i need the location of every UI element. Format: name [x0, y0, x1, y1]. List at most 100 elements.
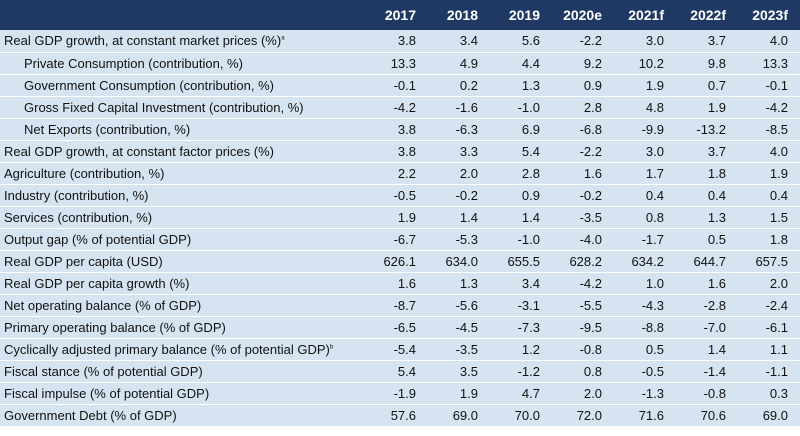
value-cell: 3.5: [428, 360, 490, 383]
value-cell: -2.4: [738, 294, 800, 317]
value-cell: 1.3: [676, 206, 738, 229]
value-cell: 4.0: [738, 30, 800, 53]
value-cell: -3.5: [552, 206, 614, 229]
column-header: 2023f: [752, 7, 788, 23]
value-cell: 1.5: [738, 206, 800, 229]
value-cell: -0.5: [614, 360, 676, 383]
value-cell: -0.1: [366, 74, 428, 97]
row-label: Services (contribution, %): [0, 206, 366, 229]
value-cell: 0.5: [676, 228, 738, 251]
row-label-text: Real GDP per capita growth (%): [4, 275, 190, 291]
row-label-text: Fiscal stance (% of potential GDP): [4, 363, 203, 379]
value-cell: 4.7: [490, 382, 552, 405]
column-header: 2022f: [690, 7, 726, 23]
value-cell: -5.4: [366, 338, 428, 361]
value-cell: -8.5: [738, 118, 800, 141]
value-cell: 3.8: [366, 140, 428, 163]
value-cell: 1.4: [490, 206, 552, 229]
value-cell: 0.2: [428, 74, 490, 97]
value-cell: 1.6: [366, 272, 428, 295]
value-cell: 1.6: [676, 272, 738, 295]
value-cell: -0.2: [428, 184, 490, 207]
value-cell: -9.5: [552, 316, 614, 339]
value-cell: -8.8: [614, 316, 676, 339]
table-row: Real GDP growth, at constant factor pric…: [0, 140, 800, 163]
table-row: Real GDP growth, at constant market pric…: [0, 30, 800, 53]
value-cell: 3.4: [490, 272, 552, 295]
table-row: Fiscal impulse (% of potential GDP) -1.9 1…: [0, 382, 800, 405]
value-cell: 1.2: [490, 338, 552, 361]
value-cell: 2.0: [428, 162, 490, 185]
value-cell: -6.8: [552, 118, 614, 141]
value-cell: 71.6: [614, 404, 676, 427]
value-cell: 628.2: [552, 250, 614, 273]
row-label-text: Cyclically adjusted primary balance (% o…: [4, 341, 330, 357]
value-cell: 2.8: [490, 162, 552, 185]
row-label-text: Primary operating balance (% of GDP): [4, 319, 226, 335]
value-cell: 3.0: [614, 30, 676, 53]
value-cell: -7.0: [676, 316, 738, 339]
row-label: Fiscal impulse (% of potential GDP): [0, 382, 366, 405]
row-label: Net operating balance (% of GDP): [0, 294, 366, 317]
value-cell: 626.1: [366, 250, 428, 273]
value-cell: 0.5: [614, 338, 676, 361]
value-cell: -7.3: [490, 316, 552, 339]
value-cell: 1.6: [552, 162, 614, 185]
value-cell: 0.8: [552, 360, 614, 383]
value-cell: 70.6: [676, 404, 738, 427]
value-cell: 2.8: [552, 96, 614, 119]
value-cell: -1.6: [428, 96, 490, 119]
value-cell: 9.8: [676, 52, 738, 75]
value-cell: 0.7: [676, 74, 738, 97]
value-cell: 69.0: [428, 404, 490, 427]
row-label: Government Consumption (contribution, %): [0, 74, 366, 97]
table-row: Primary operating balance (% of GDP) -6.5…: [0, 316, 800, 339]
value-cell: 1.9: [366, 206, 428, 229]
value-cell: 644.7: [676, 250, 738, 273]
value-cell: -6.3: [428, 118, 490, 141]
column-header: 2020e: [563, 7, 602, 23]
value-cell: 3.7: [676, 30, 738, 53]
column-header: 2021f: [628, 7, 664, 23]
value-cell: -3.1: [490, 294, 552, 317]
value-cell: -2.8: [676, 294, 738, 317]
row-label-text: Services (contribution, %): [4, 209, 153, 225]
value-cell: -3.5: [428, 338, 490, 361]
table-header-row: 2017 2018 2019 2020e 2021f 2022f 2023f: [0, 0, 800, 30]
table-row: Real GDP per capita (USD) 626.1 634.0 655.5…: [0, 250, 800, 273]
row-label: Fiscal stance (% of potential GDP): [0, 360, 366, 383]
value-cell: 1.3: [428, 272, 490, 295]
value-cell: 6.9: [490, 118, 552, 141]
row-label-text: Gross Fixed Capital Investment (contribu…: [24, 99, 304, 115]
value-cell: 657.5: [738, 250, 800, 273]
value-cell: 72.0: [552, 404, 614, 427]
row-label: Real GDP growth, at constant factor pric…: [0, 140, 366, 163]
value-cell: -5.3: [428, 228, 490, 251]
value-cell: 3.3: [428, 140, 490, 163]
value-cell: -2.2: [552, 140, 614, 163]
value-cell: -4.2: [738, 96, 800, 119]
table-row: Cyclically adjusted primary balance (% o…: [0, 338, 800, 361]
value-cell: 1.8: [676, 162, 738, 185]
row-label: Private Consumption (contribution, %): [0, 52, 366, 75]
row-label-text: Agriculture (contribution, %): [4, 165, 165, 181]
value-cell: 1.9: [614, 74, 676, 97]
row-label: Industry (contribution, %): [0, 184, 366, 207]
value-cell: 2.2: [366, 162, 428, 185]
row-label: Cyclically adjusted primary balance (% o…: [0, 338, 366, 361]
table-body: Real GDP growth, at constant market pric…: [0, 30, 800, 427]
value-cell: 4.8: [614, 96, 676, 119]
value-cell: 3.8: [366, 118, 428, 141]
value-cell: -5.5: [552, 294, 614, 317]
value-cell: -4.5: [428, 316, 490, 339]
table-row: Fiscal stance (% of potential GDP) 5.4 3.5…: [0, 360, 800, 383]
column-header: 2018: [446, 7, 478, 23]
value-cell: -1.1: [738, 360, 800, 383]
row-label: Real GDP per capita growth (%): [0, 272, 366, 295]
value-cell: 655.5: [490, 250, 552, 273]
value-cell: 70.0: [490, 404, 552, 427]
value-cell: 1.3: [490, 74, 552, 97]
row-label: Primary operating balance (% of GDP): [0, 316, 366, 339]
value-cell: 0.4: [614, 184, 676, 207]
